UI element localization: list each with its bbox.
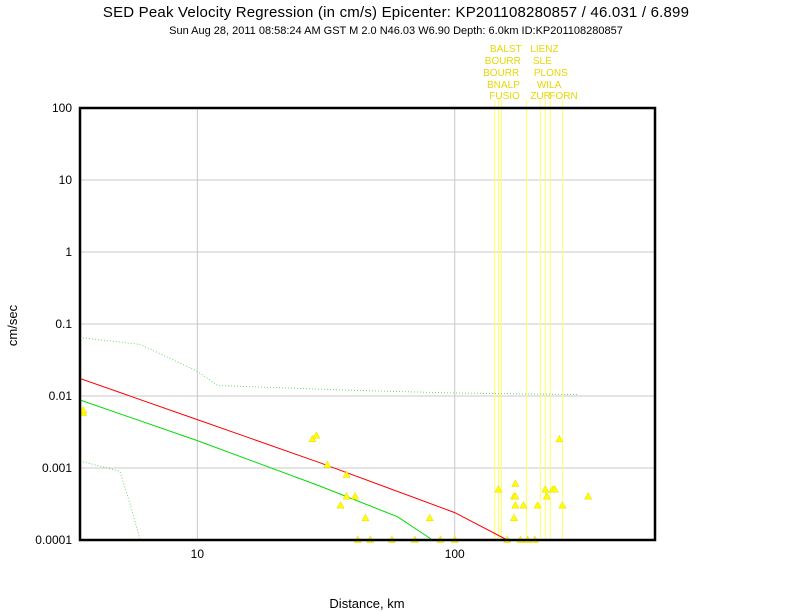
station-label: BNALP: [487, 80, 520, 91]
chart-title: SED Peak Velocity Regression (in cm/s) E…: [102, 4, 690, 21]
station-label: BOURR: [483, 68, 519, 79]
station-label: BALST: [490, 44, 522, 55]
station-label: FORN: [549, 91, 577, 102]
upper-bound-curve: [79, 337, 578, 395]
data-point: [511, 492, 520, 500]
y-tick-label: 0.01: [49, 389, 73, 403]
station-label: FUSIO: [489, 91, 520, 102]
data-point: [519, 501, 528, 509]
station-label: PLONS: [534, 68, 568, 79]
data-point: [550, 485, 559, 493]
data-point: [533, 501, 542, 509]
y-tick-label: 0.1: [55, 317, 72, 331]
data-point: [494, 485, 503, 493]
data-point: [312, 431, 321, 439]
data-point: [542, 492, 551, 500]
station-lines: [494, 100, 563, 540]
y-tick-label: 1: [65, 245, 72, 259]
data-point: [308, 434, 317, 443]
data-point: [361, 513, 370, 522]
data-point: [323, 460, 332, 468]
data-point: [558, 501, 567, 509]
data-point: [511, 501, 520, 509]
plot-frame: [78, 106, 657, 542]
data-point: [351, 492, 360, 500]
chart-subtitle: Sun Aug 28, 2011 08:58:24 AM GST M 2.0 N…: [169, 25, 623, 37]
x-tick-label: 10: [191, 547, 205, 561]
grid: [80, 107, 655, 541]
station-label: BOURR: [485, 56, 521, 67]
y-tick-label: 0.001: [42, 461, 72, 475]
data-point: [336, 501, 345, 509]
data-point: [79, 405, 88, 414]
data-point: [584, 492, 593, 500]
data-point: [425, 513, 434, 522]
x-tick-label: 100: [445, 547, 465, 561]
regression-curves: [79, 337, 578, 541]
station-label: ZUR: [530, 91, 551, 102]
data-point: [510, 513, 519, 522]
station-label: LIENZ: [530, 44, 558, 55]
green-regression-curve: [79, 399, 433, 541]
data-point: [342, 470, 351, 478]
y-tick-label: 10: [59, 173, 73, 187]
y-tick-label: 0.0001: [35, 533, 72, 547]
red-regression-curve: [79, 378, 508, 541]
data-point: [555, 434, 564, 443]
station-labels: BALST LIENZ BOURR SLE BOURR PLONS BNALP WILA FUS…: [483, 44, 578, 102]
station-label: WILA: [537, 80, 562, 91]
y-tick-label: 100: [52, 101, 72, 115]
data-point: [511, 479, 520, 487]
x-axis-label: Distance, km: [329, 596, 405, 611]
y-axis-label: cm/sec: [5, 304, 21, 347]
data-point: [541, 485, 550, 493]
tick-labels: 100 10 1 0.1 0.01 0.001 0.0001 10 100: [35, 101, 465, 561]
data-point: [342, 492, 351, 500]
lower-bound-curve: [79, 460, 141, 541]
station-label: SLE: [533, 56, 552, 67]
